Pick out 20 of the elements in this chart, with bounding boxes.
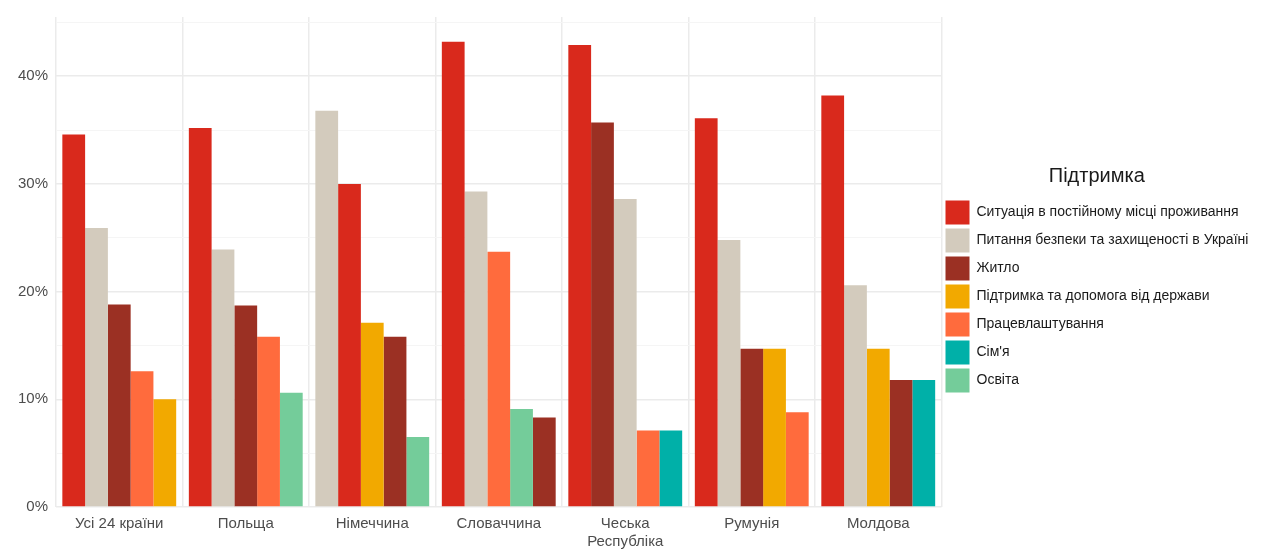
y-tick-label: 0% <box>26 497 49 515</box>
legend-label: Сім'я <box>976 343 1010 360</box>
x-tick-label: Чеська Республіка <box>587 514 665 550</box>
x-tick-label: Усі 24 країни <box>75 514 164 532</box>
legend-label: Працевлаштування <box>976 315 1104 332</box>
y-tick-label: 30% <box>17 174 49 192</box>
y-tick-label: 10% <box>17 389 49 407</box>
x-tick-label: Польща <box>217 514 275 532</box>
x-tick-label: Румунія <box>724 514 780 532</box>
x-tick-label: Німеччина <box>335 514 410 532</box>
legend-title: Підтримка <box>1048 164 1146 187</box>
legend-label: Освіта <box>976 371 1020 388</box>
legend-label: Питання безпеки та захищеності в Україні <box>976 231 1249 248</box>
y-tick-label: 40% <box>17 66 49 84</box>
x-tick-label: Молдова <box>846 514 911 532</box>
legend-label: Підтримка та допомога від держави <box>976 287 1210 304</box>
legend-label: Житло <box>976 259 1020 276</box>
x-tick-label: Словаччина <box>456 514 542 532</box>
y-tick-label: 20% <box>17 281 49 299</box>
legend-label: Ситуація в постійному місці проживання <box>976 203 1239 220</box>
